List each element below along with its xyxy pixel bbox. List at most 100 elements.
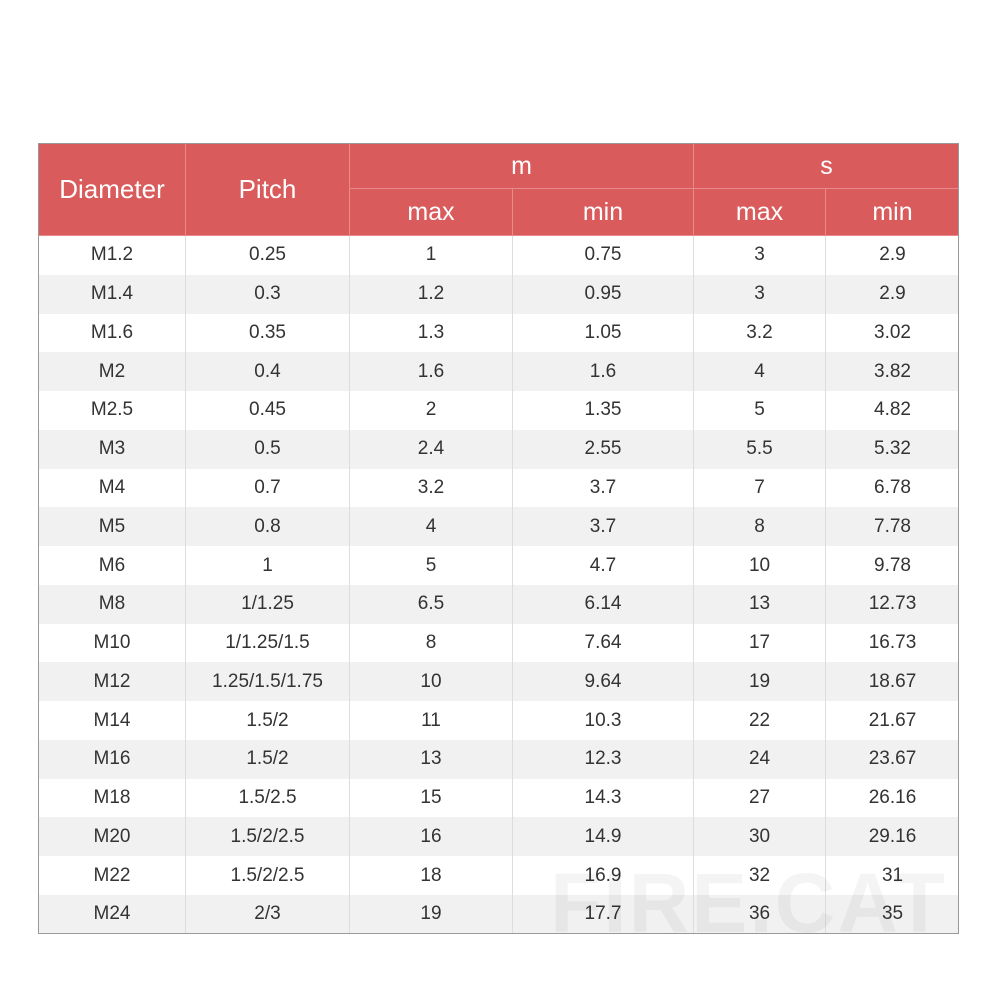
table-cell: 4.7 (511, 546, 695, 585)
table-cell: 2 (349, 391, 513, 430)
table-cell: 8 (693, 507, 827, 547)
table-cell: 18.67 (825, 662, 959, 702)
table-cell: 4.82 (825, 391, 959, 430)
table-row: M1.6 0.35 1.3 1.05 3.2 3.02 (38, 313, 959, 353)
table-row: M10 1/1.25/1.5 8 7.64 17 16.73 (38, 623, 959, 663)
table-cell: 4 (349, 507, 513, 547)
table-cell: M6 (38, 546, 186, 585)
table-cell: 16.73 (825, 623, 959, 663)
table-cell: 5.32 (825, 429, 959, 469)
table-cell: 14.3 (511, 778, 695, 818)
table-cell: 0.3 (185, 274, 350, 314)
table-cell: M16 (38, 739, 186, 779)
table-cell: 0.35 (185, 313, 350, 353)
header-row: Diameter Pitch m s (38, 143, 959, 236)
table-cell: M10 (38, 623, 186, 663)
table-row: M12 1.25/1.5/1.75 10 9.64 19 18.67 (38, 662, 959, 702)
table-cell: 1 (185, 546, 350, 585)
table-row: M24 2/3 19 17.7 36 35 (38, 895, 959, 934)
table-cell: 7.64 (511, 623, 695, 663)
table-cell: 23.67 (825, 739, 959, 779)
table-cell: 1/1.25/1.5 (185, 623, 350, 663)
table-cell: 1.05 (511, 313, 695, 353)
table-cell: 9.78 (825, 546, 959, 585)
table-cell: M3 (38, 429, 186, 469)
table-cell: 3.82 (825, 352, 959, 392)
table-cell: M2 (38, 352, 186, 392)
table-cell: 8 (349, 623, 513, 663)
table-cell: 3.7 (511, 468, 695, 508)
header-cell: Pitch (185, 143, 350, 236)
table-cell: 1.6 (349, 352, 513, 392)
table-cell: 2.9 (825, 235, 959, 275)
table-cell: 15 (349, 778, 513, 818)
table-cell: 10 (349, 662, 513, 702)
table-cell: 3.2 (349, 468, 513, 508)
table-cell: M8 (38, 584, 186, 624)
table-row: M18 1.5/2.5 15 14.3 27 26.16 (38, 778, 959, 818)
table-row: M5 0.8 4 3.7 8 7.78 (38, 507, 959, 547)
table-row: M16 1.5/2 13 12.3 24 23.67 (38, 739, 959, 779)
table-row: M2 0.4 1.6 1.6 4 3.82 (38, 352, 959, 392)
table-cell: 0.5 (185, 429, 350, 469)
table-cell: 1.25/1.5/1.75 (185, 662, 350, 702)
table-cell: 6.78 (825, 468, 959, 508)
header-cell: m (348, 143, 695, 189)
table-cell: 4 (693, 352, 827, 392)
table-cell: 0.95 (511, 274, 695, 314)
table-cell: 1.5/2 (185, 739, 350, 779)
header-cell: max (349, 188, 513, 236)
table-cell: M18 (38, 778, 186, 818)
table-cell: 5 (349, 546, 513, 585)
table-cell: 1.3 (349, 313, 513, 353)
table-cell: M12 (38, 662, 186, 702)
table-cell: 14.9 (511, 817, 695, 857)
table-cell: M22 (38, 856, 186, 896)
watermark: FIRE.CAT (550, 855, 947, 934)
table-cell: 6.14 (511, 584, 695, 624)
table-cell: 17.7 (511, 895, 695, 934)
table-row: M6 1 5 4.7 10 9.78 (38, 546, 959, 585)
table-row: M1.4 0.3 1.2 0.95 3 2.9 (38, 274, 959, 314)
table-cell: 17 (693, 623, 827, 663)
table-cell: 7.78 (825, 507, 959, 547)
table-cell: 35 (825, 895, 959, 934)
table-cell: 3.02 (825, 313, 959, 353)
table-cell: 7 (693, 468, 827, 508)
table-cell: 16 (349, 817, 513, 857)
table-cell: M1.4 (38, 274, 186, 314)
table-cell: 9.64 (511, 662, 695, 702)
table-cell: 26.16 (825, 778, 959, 818)
table-cell: 0.45 (185, 391, 350, 430)
table-cell: 12.73 (825, 584, 959, 624)
table-cell: 1.2 (349, 274, 513, 314)
table-cell: 5 (693, 391, 827, 430)
table-cell: M24 (38, 895, 186, 934)
table-cell: 1 (349, 235, 513, 275)
table-cell: 0.75 (511, 235, 695, 275)
table-cell: 29.16 (825, 817, 959, 857)
table-body: M1.2 0.25 1 0.75 3 2.9 M1.4 0.3 1.2 0.95 3 2.9 M1.6 0… (38, 235, 959, 934)
table-cell: 24 (693, 739, 827, 779)
table-cell: M5 (38, 507, 186, 547)
header-cell: min (825, 188, 959, 236)
table-cell: 12.3 (511, 739, 695, 779)
table-cell: M1.2 (38, 235, 186, 275)
table-cell: M14 (38, 701, 186, 740)
table-cell: 0.4 (185, 352, 350, 392)
table-cell: M2.5 (38, 391, 186, 430)
table-cell: 18 (349, 856, 513, 896)
table-cell: 5.5 (693, 429, 827, 469)
table-cell: 19 (693, 662, 827, 702)
table-cell: 3.7 (511, 507, 695, 547)
table-cell: 10 (693, 546, 827, 585)
table-cell: 2.55 (511, 429, 695, 469)
table-cell: 27 (693, 778, 827, 818)
header-cell: min (511, 188, 695, 236)
table-cell: 0.7 (185, 468, 350, 508)
table-row: M4 0.7 3.2 3.7 7 6.78 (38, 468, 959, 508)
table-cell: 30 (693, 817, 827, 857)
table-cell: 22 (693, 701, 827, 740)
table-cell: M1.6 (38, 313, 186, 353)
